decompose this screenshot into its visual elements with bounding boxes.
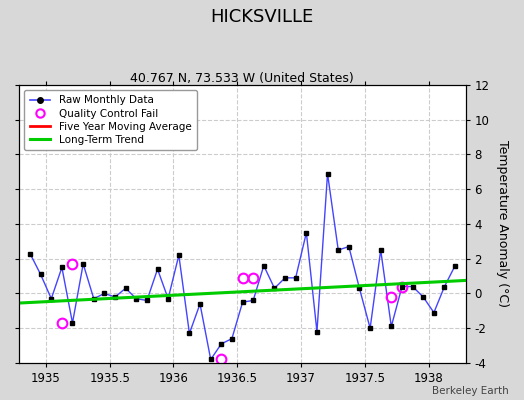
Legend: Raw Monthly Data, Quality Control Fail, Five Year Moving Average, Long-Term Tren: Raw Monthly Data, Quality Control Fail, … [25,90,196,150]
Title: 40.767 N, 73.533 W (United States): 40.767 N, 73.533 W (United States) [130,72,354,85]
Y-axis label: Temperature Anomaly (°C): Temperature Anomaly (°C) [496,140,509,308]
Text: Berkeley Earth: Berkeley Earth [432,386,508,396]
Text: HICKSVILLE: HICKSVILLE [210,8,314,26]
